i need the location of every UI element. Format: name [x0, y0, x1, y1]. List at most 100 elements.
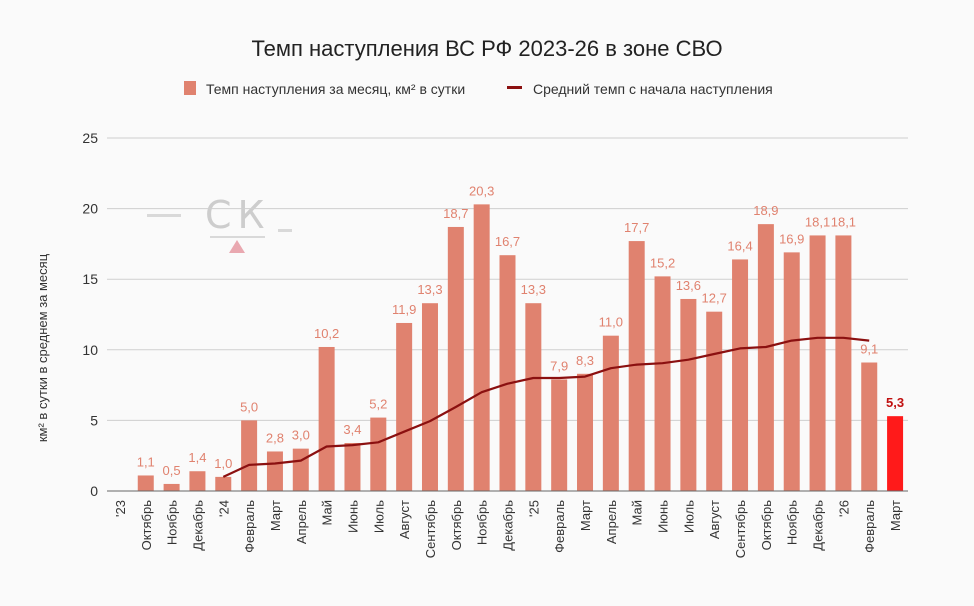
legend-bar-swatch	[184, 81, 196, 95]
x-tick-label: Июнь	[345, 500, 360, 533]
x-tick-label: Декабрь	[501, 500, 516, 551]
bar-data-label: 8,3	[576, 353, 594, 368]
legend-line-swatch	[507, 86, 522, 89]
watermark-triangle-icon	[229, 240, 245, 253]
bar-data-label: 2,8	[266, 430, 284, 445]
bar	[809, 235, 826, 491]
x-tick-label: Апрель	[604, 500, 619, 544]
bar	[757, 224, 774, 491]
bar	[861, 362, 878, 491]
x-tick-label: '24	[216, 500, 231, 517]
bar	[525, 303, 542, 491]
legend-line-label: Средний темп с начала наступления	[533, 81, 773, 97]
bar	[887, 416, 904, 491]
bar-data-label: 10,2	[314, 326, 339, 341]
bar-data-label: 13,3	[417, 282, 442, 297]
bar-data-label: 12,7	[702, 291, 727, 306]
bar	[706, 311, 723, 491]
y-tick-label: 15	[82, 271, 98, 287]
x-tick-label: Май	[320, 500, 335, 525]
watermark: СК	[147, 193, 292, 253]
x-tick-label: Декабрь	[811, 500, 826, 551]
bar-data-label: 3,4	[343, 422, 361, 437]
bar	[215, 476, 232, 491]
bar-data-label: 18,1	[831, 214, 856, 229]
bar-data-label: 1,1	[137, 454, 155, 469]
x-axis-ticks: '23 Октябрь Ноябрь Декабрь '24 Февраль Март Апр…	[113, 500, 903, 558]
x-tick-label: Февраль	[242, 500, 257, 553]
x-tick-label: Сентябрь	[423, 500, 438, 558]
average-line-series	[222, 336, 870, 478]
bar	[602, 335, 619, 491]
x-tick-label: '26	[836, 500, 851, 517]
bar	[577, 373, 594, 491]
y-tick-label: 5	[90, 412, 98, 428]
bar-data-label: 16,7	[495, 234, 520, 249]
bar-data-label: 13,6	[676, 278, 701, 293]
bar	[396, 322, 413, 491]
bar-data-label: 18,9	[753, 203, 778, 218]
x-tick-label: Март	[888, 500, 903, 531]
bar-data-label: 1,4	[188, 450, 206, 465]
bar-data-label: 11,9	[392, 302, 416, 317]
watermark-underline	[210, 236, 265, 238]
x-tick-label: Октябрь	[759, 500, 774, 551]
bar	[344, 442, 361, 491]
bar-data-label: 5,3	[886, 395, 904, 410]
x-tick-label: Июль	[681, 500, 696, 533]
bar	[551, 379, 568, 491]
bar-data-label: 5,0	[240, 399, 258, 414]
watermark-logo: СК	[205, 193, 271, 237]
bar-data-label: 16,9	[779, 231, 804, 246]
bar	[447, 226, 464, 491]
bar	[137, 475, 154, 491]
bar-data-label: 1,0	[214, 456, 232, 471]
legend-bar-label: Темп наступления за месяц, км² в сутки	[206, 81, 465, 97]
bar	[370, 417, 387, 491]
bar-data-label: 13,3	[521, 282, 546, 297]
bar-data-label: 7,9	[550, 358, 568, 373]
bar-data-label: 17,7	[624, 220, 649, 235]
x-tick-label: Ноябрь	[165, 500, 180, 545]
bar	[163, 483, 180, 491]
x-tick-label: Октябрь	[449, 500, 464, 551]
bar-data-label: 16,4	[727, 238, 752, 253]
x-tick-label: Май	[630, 500, 645, 525]
x-tick-label: '25	[526, 500, 541, 517]
x-tick-label: Октябрь	[139, 500, 154, 551]
bar	[628, 241, 645, 491]
bar	[266, 451, 283, 491]
x-tick-label: Ноябрь	[475, 500, 490, 545]
bar	[732, 259, 749, 491]
bar	[241, 420, 258, 491]
x-tick-label: Март	[268, 500, 283, 531]
x-tick-label: Февраль	[552, 500, 567, 553]
x-tick-label: Март	[578, 500, 593, 531]
x-tick-label: Август	[707, 500, 722, 539]
x-tick-label: Февраль	[862, 500, 877, 553]
bar	[473, 204, 490, 491]
bar-data-label: 18,7	[443, 206, 468, 221]
y-tick-label: 20	[82, 201, 98, 217]
y-tick-label: 25	[82, 130, 98, 146]
bar-data-label: 18,1	[805, 214, 830, 229]
bar	[189, 471, 206, 491]
bar-data-label: 5,2	[369, 397, 387, 412]
x-tick-label: Декабрь	[190, 500, 205, 551]
bar	[835, 235, 852, 491]
legend: Темп наступления за месяц, км² в сутки С…	[184, 81, 773, 97]
x-tick-label: Апрель	[294, 500, 309, 544]
x-tick-label: Сентябрь	[733, 500, 748, 558]
data-labels: 1,10,51,4 1,05,02,8 3,010,23,45,211,913,31…	[137, 183, 904, 478]
bar-series	[137, 204, 904, 491]
bar	[783, 252, 800, 491]
bar	[318, 346, 335, 491]
y-axis-label: км² в сутки в среднем за месяц	[35, 253, 50, 442]
bar-data-label: 20,3	[469, 183, 494, 198]
chart-title: Темп наступления ВС РФ 2023-26 в зоне СВ…	[251, 36, 722, 61]
watermark-dash-left	[147, 214, 181, 217]
y-tick-label: 0	[90, 483, 98, 499]
bar-data-label: 0,5	[163, 463, 181, 478]
x-tick-label: Июнь	[656, 500, 671, 533]
